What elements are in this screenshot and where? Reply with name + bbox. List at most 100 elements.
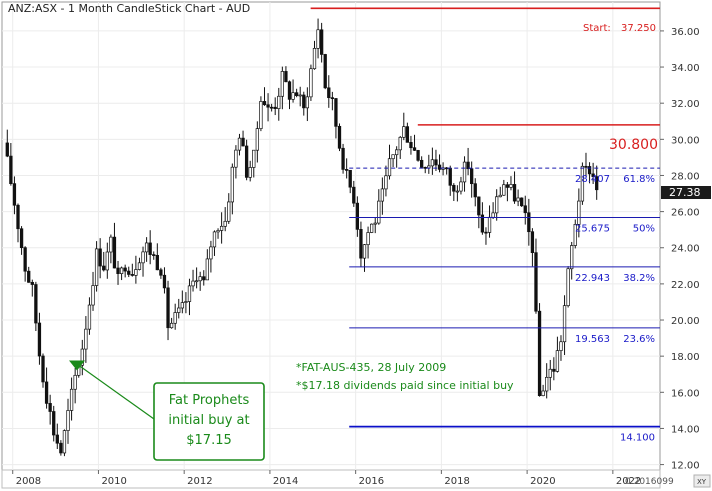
fib-level-value: 28.407 [575,174,610,185]
candle [198,271,202,291]
candle-body-up [391,154,395,160]
candle [555,336,560,373]
candle-body-down [162,274,167,289]
buy-callout: Fat Prophets initial buy at $17.15 [69,360,265,461]
candle [244,139,249,181]
candle [323,53,327,90]
candle [230,163,234,215]
candle-body-down [27,270,31,283]
candle [162,267,167,294]
candle-body-down [41,355,45,383]
xy-scale-button[interactable] [693,474,711,488]
candle [545,363,549,399]
candle-body-down [266,104,270,108]
candle-body-up [430,159,435,167]
x-tick-label: 2020 [530,476,555,487]
callout-line-2: initial buy at [168,413,249,428]
candle [566,266,570,308]
candle-body-up [248,167,252,178]
candle [455,185,460,202]
candle-body-down [448,167,452,186]
candle-body-up [502,184,506,196]
candle-body-up [66,410,70,431]
candle [337,123,342,152]
candle-body-up [180,302,184,309]
candle [595,165,599,200]
candle-body-down [341,147,345,170]
candle [512,171,517,204]
candle-body-up [173,312,177,324]
candle-body-up [84,328,88,350]
candle [420,156,424,169]
x-tick-label: 2014 [273,476,298,487]
candle [94,241,99,292]
annotation-notes: *FAT-AUS-435, 28 July 2009 *$17.18 divid… [296,361,514,392]
candle-body-down [480,214,485,233]
candle [484,227,488,245]
candle [169,317,174,329]
candle-body-up [373,222,377,225]
candle [66,398,70,444]
candle [470,161,474,198]
candle [280,66,284,110]
candle-body-up [184,301,188,303]
candle [152,251,156,260]
candle [520,197,524,207]
candle-body-up [105,251,109,271]
candle-body-down [527,212,531,233]
candle [19,226,24,255]
candle-body-up [398,136,402,151]
candle [44,367,49,409]
note-line-1: *FAT-AUS-435, 28 July 2009 [296,361,446,374]
corner-readout: 0.2016099 XY [625,474,711,488]
candle-body-up [548,368,552,378]
candle-body-up [216,230,220,233]
candle [327,75,331,108]
candle [98,238,102,279]
candle-body-up [73,374,77,390]
candle-body-up [212,231,217,248]
fib-level-value: 14.100 [620,433,655,444]
candle-body-down [319,29,324,55]
candle [173,303,177,330]
candle-body-up [205,258,209,281]
candles [5,18,599,457]
callout-line-3: $17.15 [186,433,232,448]
candle-body-down [5,142,9,157]
candle [294,88,299,98]
candle [530,228,535,267]
candle-body-down [359,229,363,259]
candle [109,234,113,264]
candle-body-up [459,181,463,192]
candle [184,292,188,314]
candle-body-up [498,194,502,198]
candle [241,130,245,147]
candle [380,177,385,215]
candle-body-up [509,184,513,188]
candle [12,176,17,215]
candle [527,198,531,246]
candle-body-down [148,242,152,255]
y-tick-label: 26.00 [671,208,700,219]
candle-body-down [348,169,352,188]
candle-body-down [16,204,20,230]
candle-body-down [537,310,542,397]
candle [127,266,131,278]
candle-body-up [255,128,259,151]
candle [227,193,231,224]
candle [366,226,370,259]
candle-body-down [55,434,59,444]
callout-leader-line [78,365,155,420]
candle [234,145,238,179]
candle-body-down [530,231,535,254]
candle-body-up [191,280,195,287]
candle-body-down [405,126,410,143]
candle-body-up [570,245,574,270]
candle-body-up [259,101,263,129]
candle-body-up [280,71,284,97]
candle-body-down [269,106,274,109]
candle [248,160,252,182]
candle-body-up [562,305,567,343]
last-price-value: 27.38 [669,186,701,199]
